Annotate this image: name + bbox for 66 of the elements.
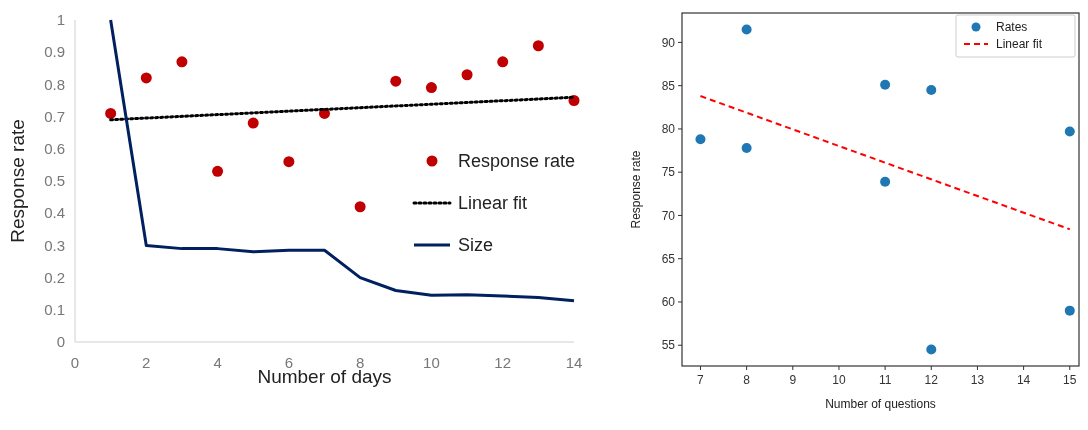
y-tick-label: 90: [661, 35, 676, 50]
x-tick-label: 10: [832, 373, 846, 387]
y-axis-title: Response rate: [629, 150, 643, 229]
x-tick-label: 11: [878, 373, 892, 387]
point: [247, 117, 259, 129]
legend-label: Linear fit: [458, 193, 528, 214]
x-tick-label: 13: [970, 373, 985, 387]
x-tick-label: 7: [697, 373, 705, 387]
point: [926, 85, 937, 95]
y-tick-label: 0: [56, 333, 65, 351]
point: [880, 79, 891, 90]
y-tick-label: 0.4: [44, 204, 65, 222]
y-tick-label: 0.2: [44, 268, 65, 286]
x-tick-label: 14: [565, 354, 583, 371]
x-tick-label: 12: [924, 373, 939, 387]
y-tick-label: 75: [661, 165, 676, 180]
legend-label: Size: [458, 235, 494, 256]
y-tick-label: 0.3: [44, 236, 65, 254]
y-tick-label: 0.7: [44, 107, 65, 125]
point: [461, 69, 473, 81]
legend-label: Linear fit: [996, 37, 1043, 52]
point: [741, 24, 752, 35]
x-tick-label: 0: [70, 354, 80, 371]
point: [390, 75, 402, 87]
point: [140, 72, 152, 84]
x-tick-label: 8: [743, 373, 751, 387]
y-tick-label: 65: [661, 251, 676, 266]
legend-label: Response rate: [458, 151, 576, 172]
point: [926, 344, 937, 355]
line-series: [109, 18, 576, 303]
x-tick-label: 6: [284, 354, 294, 371]
y-axis-title: Response rate: [7, 119, 28, 243]
x-tick-label: 9: [789, 373, 797, 387]
point: [425, 82, 437, 94]
point: [741, 142, 752, 153]
point: [283, 156, 295, 168]
y-tick-label: 1: [56, 11, 65, 29]
point: [880, 176, 891, 187]
point: [497, 56, 509, 68]
point: [176, 56, 188, 68]
x-tick-label: 8: [355, 354, 365, 371]
point: [105, 107, 117, 119]
point: [1064, 305, 1075, 316]
legend-label: Rates: [996, 20, 1028, 35]
x-tick-label: 15: [1063, 373, 1077, 387]
y-tick-label: 70: [661, 208, 676, 223]
x-tick-label: 4: [213, 354, 222, 371]
y-tick-label: 0.5: [44, 172, 65, 190]
point: [354, 201, 366, 213]
y-tick-label: 0.9: [44, 43, 65, 61]
x-tick-label: 14: [1016, 373, 1031, 387]
y-tick-label: 0.1: [44, 301, 65, 319]
point: [532, 40, 544, 52]
point: [695, 134, 706, 145]
y-tick-label: 85: [661, 78, 676, 93]
point: [212, 165, 224, 177]
x-axis-title: Number of questions: [825, 397, 936, 411]
point: [1064, 126, 1075, 137]
y-tick-label: 55: [661, 338, 676, 353]
y-tick-label: 60: [661, 295, 676, 310]
y-tick-label: 0.6: [44, 140, 65, 158]
x-tick-label: 2: [142, 354, 151, 371]
x-tick-label: 12: [494, 354, 512, 371]
y-tick-label: 0.8: [44, 75, 65, 93]
y-tick-label: 80: [661, 122, 676, 137]
x-tick-label: 10: [423, 354, 440, 371]
